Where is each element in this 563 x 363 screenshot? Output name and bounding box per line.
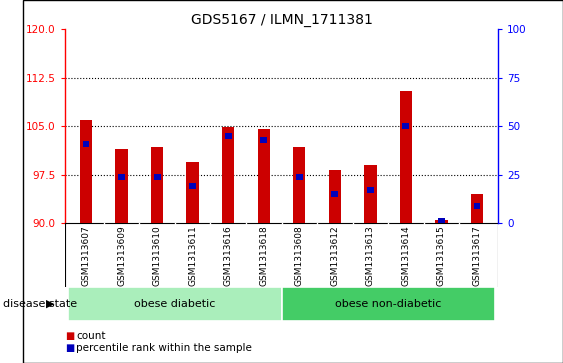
Bar xyxy=(186,162,199,223)
Bar xyxy=(438,219,445,224)
Bar xyxy=(329,170,341,223)
Bar xyxy=(435,220,448,223)
Text: GSM1313617: GSM1313617 xyxy=(472,225,481,286)
Bar xyxy=(189,183,196,189)
Text: GSM1313614: GSM1313614 xyxy=(401,225,410,286)
Bar xyxy=(332,191,338,197)
Text: GSM1313610: GSM1313610 xyxy=(153,225,162,286)
Bar xyxy=(260,137,267,143)
Text: GSM1313607: GSM1313607 xyxy=(82,225,91,286)
Text: GSM1313612: GSM1313612 xyxy=(330,225,339,286)
Bar xyxy=(257,129,270,223)
Text: disease state: disease state xyxy=(3,299,77,309)
Text: count: count xyxy=(76,331,105,341)
Bar xyxy=(222,127,234,223)
Text: GDS5167 / ILMN_1711381: GDS5167 / ILMN_1711381 xyxy=(190,13,373,27)
Bar xyxy=(367,187,374,193)
Bar xyxy=(115,149,128,223)
Bar xyxy=(400,90,412,223)
Text: ■: ■ xyxy=(65,331,74,341)
Text: GSM1313616: GSM1313616 xyxy=(224,225,233,286)
Bar xyxy=(154,174,160,180)
Bar xyxy=(68,287,282,321)
Text: ▶: ▶ xyxy=(46,299,55,309)
Text: GSM1313615: GSM1313615 xyxy=(437,225,446,286)
Bar xyxy=(296,174,303,180)
Text: obese non-diabetic: obese non-diabetic xyxy=(335,299,441,309)
Text: GSM1313609: GSM1313609 xyxy=(117,225,126,286)
Bar xyxy=(282,287,495,321)
Bar xyxy=(118,174,125,180)
Text: GSM1313611: GSM1313611 xyxy=(188,225,197,286)
Bar xyxy=(293,147,306,223)
Bar xyxy=(473,203,480,209)
Bar xyxy=(225,133,231,139)
Text: GSM1313608: GSM1313608 xyxy=(295,225,304,286)
Bar xyxy=(80,120,92,223)
Text: obese diabetic: obese diabetic xyxy=(134,299,216,309)
Text: ■: ■ xyxy=(65,343,74,354)
Text: percentile rank within the sample: percentile rank within the sample xyxy=(76,343,252,354)
Text: GSM1313618: GSM1313618 xyxy=(259,225,268,286)
Text: GSM1313613: GSM1313613 xyxy=(366,225,375,286)
Bar xyxy=(403,123,409,129)
Bar xyxy=(83,141,90,147)
Bar xyxy=(471,194,483,223)
Bar xyxy=(151,147,163,223)
Bar xyxy=(364,165,377,223)
